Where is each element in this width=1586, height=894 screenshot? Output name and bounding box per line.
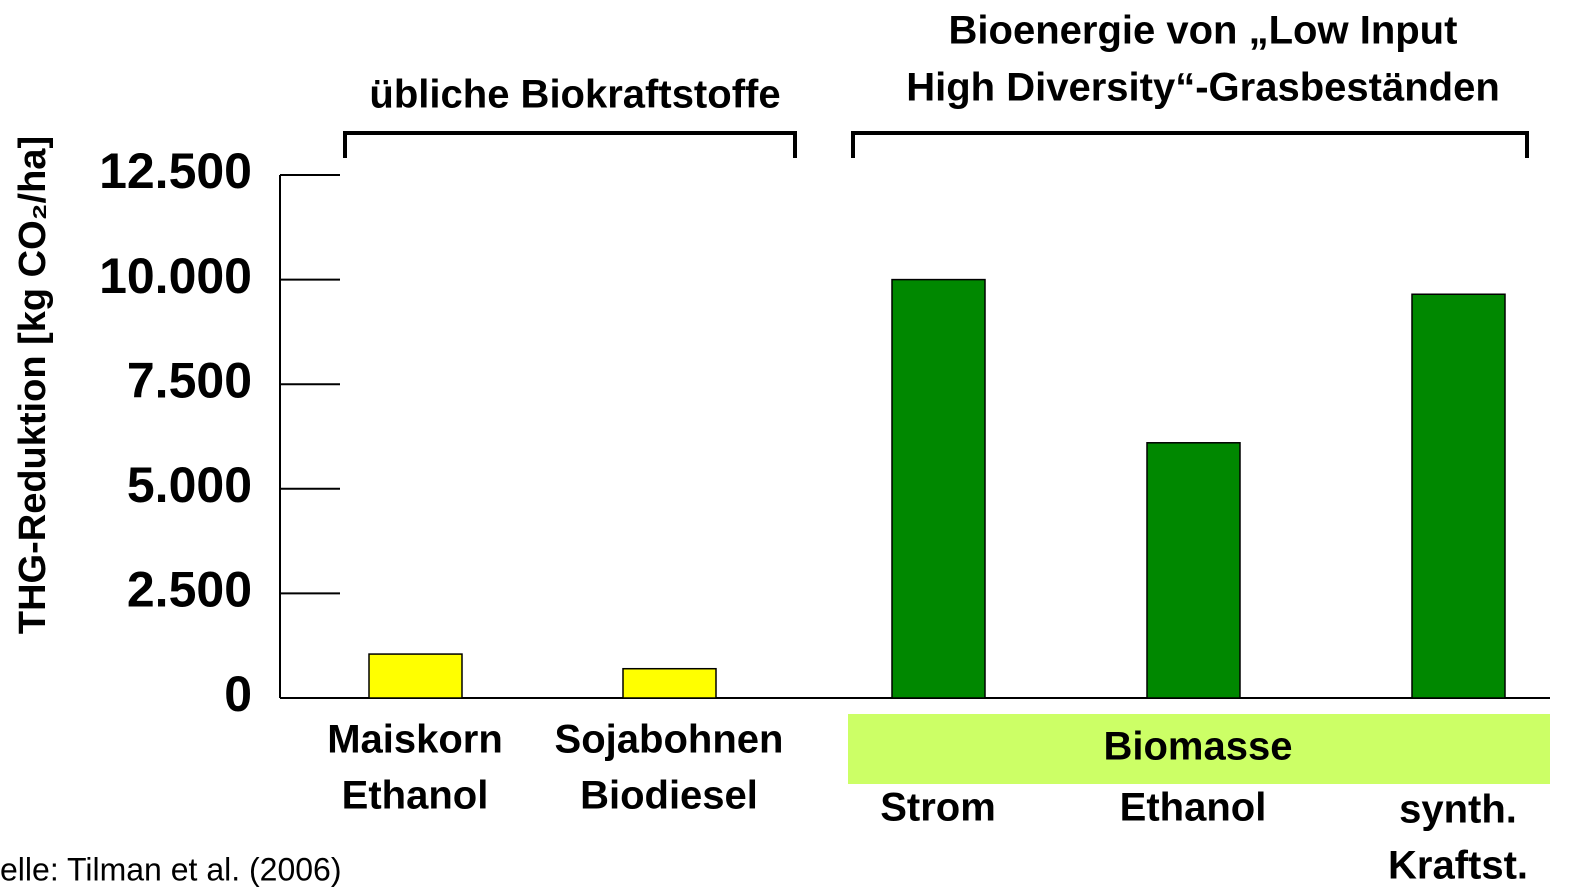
bracket xyxy=(343,131,797,158)
band-label: Biomasse xyxy=(1104,725,1293,769)
y-tick-label: 2.500 xyxy=(127,562,252,618)
bar xyxy=(622,667,717,699)
bar xyxy=(1146,442,1241,699)
x-tick-label: synth. xyxy=(1399,788,1517,832)
bar xyxy=(891,278,986,699)
y-tick-label: 5.000 xyxy=(127,457,252,513)
bracket xyxy=(851,131,1529,158)
group-label: Bioenergie von „Low Input xyxy=(949,9,1458,53)
y-tick-label: 7.500 xyxy=(127,352,252,408)
x-tick-label: Strom xyxy=(880,786,996,830)
x-tick-label: Maiskorn xyxy=(327,718,503,762)
y-tick-label: 12.500 xyxy=(99,143,252,199)
x-tick-label: Ethanol xyxy=(1120,786,1267,830)
group-label: übliche Biokraftstoffe xyxy=(369,73,780,117)
biomasse-band xyxy=(848,714,1550,784)
y-axis-label: THG-Reduktion [kg CO₂/ha] xyxy=(12,136,54,634)
group-label: High Diversity“-Grasbeständen xyxy=(906,66,1500,110)
x-tick-label: Ethanol xyxy=(342,774,489,818)
y-tick-label: 10.000 xyxy=(99,248,252,304)
x-tick-label: Kraftst. xyxy=(1388,844,1528,888)
x-tick-label: Sojabohnen xyxy=(555,718,784,762)
y-tick-label: 0 xyxy=(224,666,252,722)
bar xyxy=(368,653,463,699)
source: elle: Tilman et al. (2006) xyxy=(0,851,342,887)
bar xyxy=(1411,293,1506,699)
x-tick-label: Biodiesel xyxy=(580,774,758,818)
